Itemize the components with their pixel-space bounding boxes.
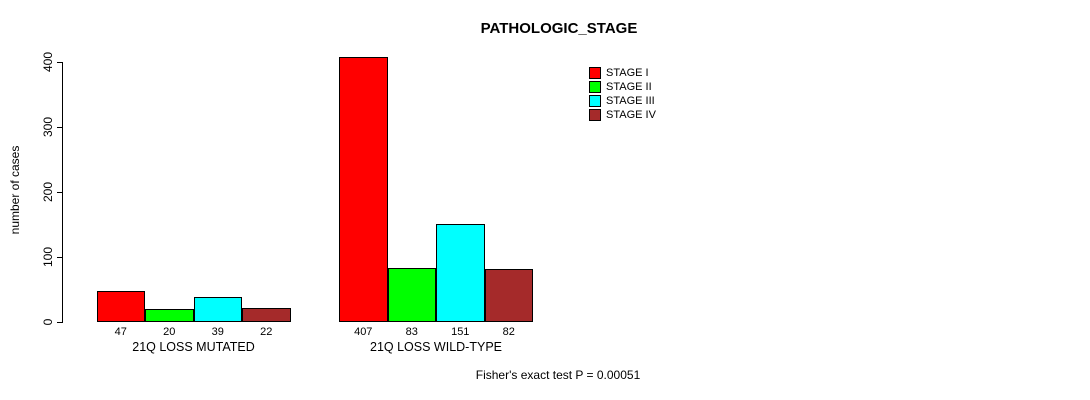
group-label: 21Q LOSS WILD-TYPE (370, 340, 502, 354)
bar (387, 268, 436, 322)
y-tick-label: 400 (41, 51, 55, 73)
bar-value-label: 151 (451, 326, 470, 338)
legend-swatch (589, 108, 601, 121)
bar (96, 291, 145, 322)
bar-value-label: 407 (354, 326, 373, 338)
bar (436, 223, 485, 322)
bar-value-label: 22 (260, 326, 273, 338)
legend-label: STAGE III (606, 94, 655, 107)
bar-value-label: 83 (405, 326, 418, 338)
y-tick-label: 0 (41, 318, 55, 326)
legend-item: STAGE II (589, 80, 656, 93)
bar (193, 296, 242, 322)
y-tick (57, 62, 63, 63)
legend-item: STAGE III (589, 94, 656, 107)
bar-value-label: 47 (114, 326, 127, 338)
y-tick (57, 127, 63, 128)
group-label: 21Q LOSS MUTATED (132, 340, 255, 354)
legend-label: STAGE II (606, 80, 652, 93)
legend-swatch (589, 66, 601, 79)
y-tick (57, 192, 63, 193)
bar (145, 309, 194, 322)
y-tick-label: 100 (41, 246, 55, 268)
legend-label: STAGE IV (606, 108, 656, 121)
legend: STAGE I STAGE II STAGE III STAGE IV (589, 66, 656, 121)
y-tick (57, 257, 63, 258)
legend-item: STAGE IV (589, 108, 656, 121)
bar-value-label: 39 (211, 326, 224, 338)
bar-value-label: 82 (502, 326, 515, 338)
bar (242, 307, 291, 322)
legend-label: STAGE I (606, 66, 649, 79)
fisher-test-annotation: Fisher's exact test P = 0.00051 (475, 368, 641, 382)
y-axis-label: number of cases (8, 145, 22, 235)
y-tick-label: 300 (41, 116, 55, 138)
bar-value-label: 20 (163, 326, 176, 338)
legend-swatch (589, 94, 601, 107)
bar (339, 57, 388, 322)
legend-item: STAGE I (589, 66, 656, 79)
bar (484, 268, 533, 322)
chart-title: PATHOLOGIC_STAGE (480, 20, 638, 37)
y-tick-label: 200 (41, 181, 55, 203)
y-tick (57, 322, 63, 323)
legend-swatch (589, 80, 601, 93)
